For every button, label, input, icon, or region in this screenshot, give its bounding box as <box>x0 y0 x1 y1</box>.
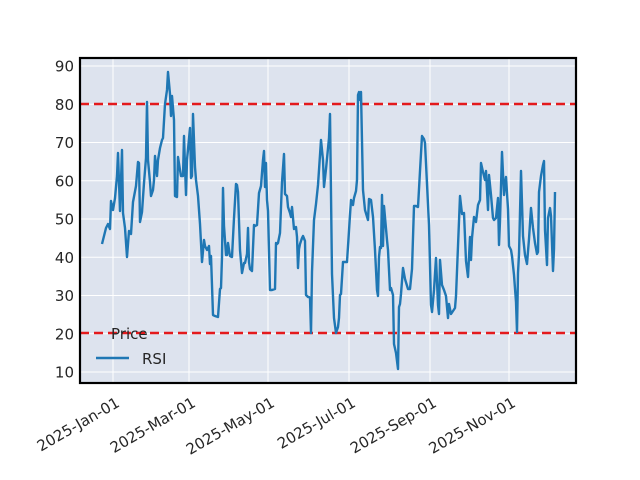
plot-frame <box>78 56 578 385</box>
y-tick-label: 40 <box>55 249 74 267</box>
legend: Price RSI <box>96 325 166 368</box>
x-tick-label: 2025-Sep-01 <box>347 394 439 458</box>
x-tick-label: 2025-Jul-01 <box>274 394 358 453</box>
y-tick-label: 70 <box>55 134 74 152</box>
y-tick-label: 50 <box>55 211 74 229</box>
y-tick-label: 90 <box>55 58 74 76</box>
legend-title: Price <box>111 325 148 343</box>
x-tick-label: 2025-Nov-01 <box>426 394 519 458</box>
y-tick-label: 20 <box>55 325 74 343</box>
rsi-series-line <box>100 70 557 371</box>
y-tick-label: 30 <box>55 287 74 305</box>
x-axis-ticks: 2025-Jan-012025-Mar-012025-May-012025-Ju… <box>34 394 519 459</box>
x-tick-label: 2025-May-01 <box>183 394 278 459</box>
y-tick-label: 80 <box>55 96 74 114</box>
y-tick-label: 60 <box>55 172 74 190</box>
threshold-lines <box>80 102 576 335</box>
y-tick-label: 10 <box>55 364 74 382</box>
legend-label: RSI <box>142 350 166 368</box>
y-axis-ticks: 90 80 70 60 50 40 30 20 10 <box>55 58 74 382</box>
